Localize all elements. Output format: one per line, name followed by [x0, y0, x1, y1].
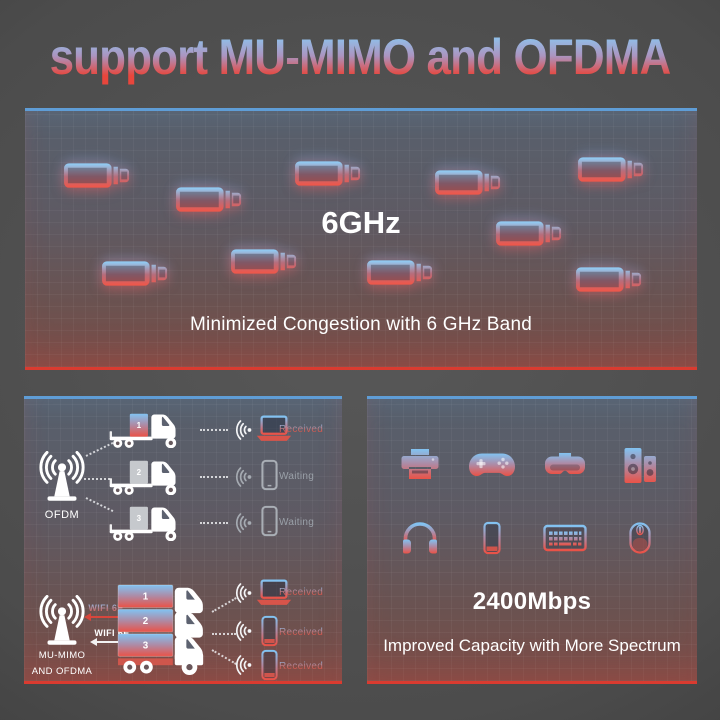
- wifi-signal-icon: [228, 466, 254, 493]
- dotted-link-line: [200, 429, 228, 431]
- status-label: Waiting: [279, 471, 315, 482]
- right-panel-caption: Improved Capacity with More Spectrum: [383, 636, 681, 655]
- cargo-number: 3: [143, 641, 149, 652]
- usb-wifi-adapter-icon: [365, 256, 437, 294]
- smartphone-icon: [481, 521, 503, 560]
- dotted-link-line: [200, 476, 228, 478]
- headphones-icon: [401, 521, 439, 560]
- wifi-signal-icon: [228, 654, 254, 681]
- usb-wifi-adapter-icon: [62, 159, 134, 197]
- usb-wifi-adapter-icon: [293, 157, 365, 195]
- mumimo-antenna-label-line2: AND OFDMA: [31, 666, 93, 677]
- smartphone-icon: [260, 505, 279, 542]
- band-label: 6GHz: [321, 205, 401, 240]
- cargo-number: 3: [137, 514, 142, 523]
- top-panel-6ghz: 6GHz Minimized Congestion with 6 GHz Ban…: [25, 108, 697, 370]
- page-title: support MU-MIMO and OFDMA: [43, 28, 677, 86]
- delivery-truck-icon: 1: [108, 409, 196, 453]
- ofdm-antenna-label: OFDM: [44, 509, 80, 521]
- left-arrow-icon: [90, 637, 128, 646]
- status-label: Waiting: [279, 517, 315, 528]
- cargo-number: 1: [137, 421, 142, 430]
- usb-wifi-adapter-icon: [576, 153, 648, 191]
- status-label: Received: [279, 661, 339, 672]
- usb-wifi-adapter-icon: [574, 263, 646, 301]
- speed-label: 2400Mbps: [472, 588, 592, 615]
- left-panel-ofdm-mumimo: OFDM 1 Received 2 Waiting: [24, 396, 342, 684]
- status-label: Received: [279, 424, 339, 435]
- wifi-signal-icon: [228, 419, 254, 446]
- vr-headset-icon: [543, 452, 587, 483]
- usb-wifi-adapter-icon: [433, 166, 505, 204]
- status-label: Received: [279, 587, 339, 598]
- wifi6e-label: WIFI 6E: [80, 603, 132, 613]
- left-arrow-icon: [84, 612, 122, 621]
- dotted-link-line: [84, 478, 110, 480]
- right-panel-capacity: 2400Mbps Improved Capacity with More Spe…: [367, 396, 697, 684]
- mouse-icon: [628, 521, 652, 560]
- cargo-number: 1: [143, 592, 149, 603]
- wifi6e-label: WIFI 6E: [94, 628, 130, 638]
- dotted-link-line: [200, 522, 228, 524]
- wifi-signal-icon: [228, 512, 254, 539]
- antenna-icon: [26, 451, 98, 512]
- delivery-truck-icon: 2: [108, 456, 196, 500]
- mumimo-antenna-label-line1: MU-MIMO: [38, 650, 86, 661]
- delivery-truck-icon: 3: [108, 502, 196, 546]
- wifi-signal-icon: [228, 582, 254, 609]
- status-label: Received: [279, 627, 339, 638]
- dotted-link-line: [212, 633, 236, 635]
- speakers-icon: [623, 447, 657, 488]
- cargo-number: 2: [137, 468, 142, 477]
- smartphone-icon: [260, 459, 279, 496]
- stacked-truck-icon: 1 2 3: [116, 583, 214, 680]
- smartphone-icon: [260, 649, 279, 686]
- smartphone-icon: [260, 615, 279, 652]
- keyboard-icon: [543, 524, 587, 557]
- usb-wifi-adapter-icon: [229, 245, 301, 283]
- wifi-signal-icon: [228, 620, 254, 647]
- usb-wifi-adapter-icon: [100, 257, 172, 295]
- top-panel-caption: Minimized Congestion with 6 GHz Band: [190, 314, 532, 335]
- cargo-number: 2: [143, 616, 149, 627]
- gamepad-icon: [469, 450, 515, 485]
- printer-icon: [400, 448, 440, 485]
